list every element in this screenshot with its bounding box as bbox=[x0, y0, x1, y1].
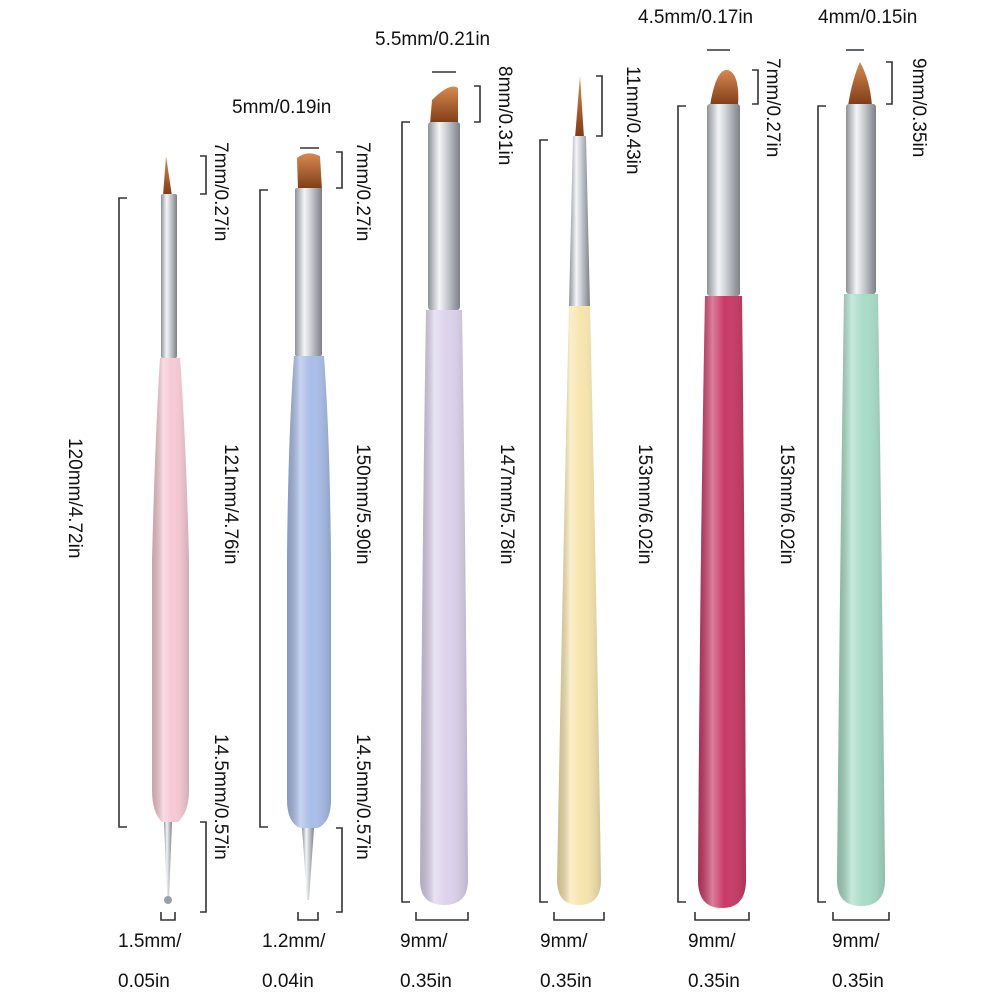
bottom-width-bracket bbox=[832, 912, 890, 921]
bristle-tip bbox=[710, 69, 739, 106]
brush-3-handle-length-label: 147mm/5.78in bbox=[496, 444, 517, 565]
brush-1-bottom-width-line1: 1.5mm/ bbox=[118, 931, 182, 952]
brush-2-bottom-width-line2: 0.04in bbox=[262, 971, 314, 992]
brush-3-bottom-width-line1: 9mm/ bbox=[400, 931, 448, 952]
brush-2-tip-length-label: 7mm/0.27in bbox=[352, 142, 373, 242]
dotting-point bbox=[302, 828, 314, 900]
length-bracket bbox=[401, 121, 410, 903]
length-bracket bbox=[259, 189, 268, 828]
brush-5 bbox=[698, 69, 746, 908]
brush-2-tail-length-label: 14.5mm/0.57in bbox=[352, 734, 373, 860]
tip-bracket bbox=[596, 75, 603, 137]
brush-1-tail-length-label: 14.5mm/0.57in bbox=[210, 734, 231, 860]
tail-bracket bbox=[200, 821, 207, 913]
bottom-width-bracket bbox=[415, 912, 469, 921]
brush-1-tip-length-label: 7mm/0.27in bbox=[210, 142, 231, 242]
tip-bracket bbox=[474, 85, 481, 123]
ferrule bbox=[846, 104, 876, 294]
brush-6-bottom-width-line2: 0.35in bbox=[832, 971, 884, 992]
length-bracket bbox=[817, 105, 826, 903]
brush-1-handle-length-label: 120mm/4.72in bbox=[64, 438, 85, 559]
brush-6-top-width-label: 4mm/0.15in bbox=[818, 7, 918, 28]
tip-bracket bbox=[200, 155, 207, 195]
ferrule bbox=[161, 194, 177, 358]
bottom-width-bracket bbox=[694, 912, 750, 921]
brush-3 bbox=[420, 86, 468, 905]
brush-6 bbox=[837, 62, 885, 906]
brush-1-bottom-width-line2: 0.05in bbox=[118, 971, 170, 992]
ferrule bbox=[295, 188, 322, 356]
bottom-width-bracket bbox=[297, 912, 319, 921]
bristle-tip bbox=[297, 153, 322, 190]
brush-3-tip-length-label: 8mm/0.31in bbox=[494, 66, 515, 166]
brush-5-tip-length-label: 7mm/0.27in bbox=[762, 58, 783, 158]
brush-4-tip-length-label: 11mm/0.43in bbox=[622, 66, 643, 175]
brush-6-bottom-width-line1: 9mm/ bbox=[832, 931, 880, 952]
brush-4-bottom-width-line2: 0.35in bbox=[540, 971, 592, 992]
dotting-tip bbox=[164, 822, 172, 898]
brush-6-tip-length-label: 9mm/0.35in bbox=[908, 58, 929, 158]
brush-1-ferrule-length-label: 121mm/4.76in bbox=[220, 444, 241, 565]
brush-2 bbox=[287, 153, 331, 900]
brush-4-bottom-width-line1: 9mm/ bbox=[540, 931, 588, 952]
brush-3-top-width-label: 5.5mm/0.21in bbox=[375, 29, 491, 50]
bristle-tip bbox=[575, 76, 584, 138]
brush-5-handle-length-label: 153mm/6.02in bbox=[776, 444, 797, 565]
bottom-width-bracket bbox=[553, 912, 605, 921]
tip-bracket bbox=[336, 151, 343, 189]
brush-2-top-width-label: 5mm/0.19in bbox=[232, 97, 332, 118]
brush-2-handle-length-label: 150mm/5.90in bbox=[352, 444, 373, 565]
tail-bracket bbox=[336, 827, 343, 913]
brush-4-handle-length-label: 153mm/6.02in bbox=[634, 444, 655, 565]
brush-1 bbox=[152, 156, 189, 904]
brush-4 bbox=[557, 76, 601, 905]
dotting-ball bbox=[164, 896, 172, 904]
ferrule bbox=[428, 122, 460, 310]
bottom-width-bracket bbox=[160, 912, 176, 921]
length-bracket bbox=[539, 139, 548, 903]
tip-bracket bbox=[752, 69, 759, 105]
bristle-tip bbox=[430, 86, 458, 124]
ferrule bbox=[707, 104, 740, 296]
brush-5-bottom-width-line2: 0.35in bbox=[688, 971, 740, 992]
dimension-lines bbox=[118, 49, 893, 921]
brush-3-bottom-width-line2: 0.35in bbox=[400, 971, 452, 992]
bristle-tip bbox=[163, 156, 172, 196]
tip-bracket bbox=[886, 61, 893, 105]
bristle-tip bbox=[848, 62, 872, 106]
ferrule bbox=[569, 136, 590, 306]
brush-5-top-width-label: 4.5mm/0.17in bbox=[638, 7, 754, 28]
brush-2-bottom-width-line1: 1.2mm/ bbox=[262, 931, 326, 952]
brush-5-bottom-width-line1: 9mm/ bbox=[688, 931, 736, 952]
length-bracket bbox=[118, 197, 127, 828]
length-bracket bbox=[677, 105, 686, 903]
